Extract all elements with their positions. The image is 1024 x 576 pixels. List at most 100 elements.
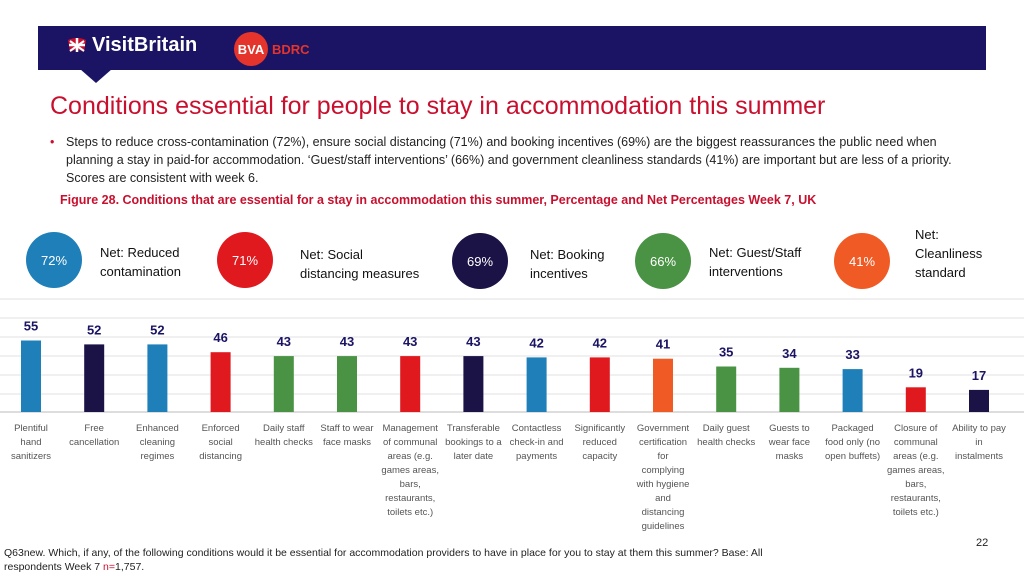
footnote-n-value: 1,757. [115,561,145,573]
category-label: open buffets) [825,451,880,462]
category-label: toilets etc.) [387,507,433,518]
category-label: wear face [768,437,810,448]
category-label: distancing [199,451,242,462]
net-label-line: Net: Social [300,247,363,262]
category-label: Free [84,423,104,434]
bar [84,344,105,412]
category-label: complying [642,465,685,476]
category-label: Staff to wear [320,423,373,434]
net-label-line: Net: Booking [530,247,605,262]
category-label: Contactless [512,423,562,434]
category-label: areas (e.g. [387,451,432,462]
category-label: cancellation [69,437,119,448]
category-label: face masks [323,437,371,448]
figure-caption: Figure 28. Conditions that are essential… [60,193,817,207]
visitbritain-wordmark: VisitBritain [92,34,198,56]
data-label: 17 [972,368,986,383]
category-label: toilets etc.) [893,507,939,518]
category-label: Significantly [574,423,625,434]
category-label: later date [454,451,494,462]
category-label: Daily guest [703,423,750,434]
data-label: 35 [719,345,733,360]
net-label-social-distancing: Net: Social distancing measures [300,245,419,283]
net-label-line: Net: [915,227,939,242]
bar [463,356,484,412]
category-label: for [657,451,668,462]
net-circle-guest-staff-interventions: 66% [635,233,691,289]
category-label: in [975,437,982,448]
category-label: Daily staff [263,423,305,434]
category-label: Guests to [769,423,810,434]
net-label-line: incentives [530,266,588,281]
net-label-reduced-contamination: Net: Reduced contamination [100,243,181,281]
bar [779,367,800,412]
category-label: regimes [141,451,175,462]
bar [716,366,737,412]
category-label: restaurants, [385,493,435,504]
net-label-booking-incentives: Net: Booking incentives [530,245,604,283]
bar [147,344,168,412]
data-label: 43 [277,334,291,349]
category-label: hand [20,437,41,448]
net-label-line: Net: Reduced [100,245,180,260]
category-label: health checks [697,437,755,448]
bdrc-wordmark: BDRC [272,41,310,57]
category-label: of communal [383,437,437,448]
category-label: Packaged [831,423,873,434]
union-flag-icon [68,37,86,52]
category-label: games areas, [887,465,945,476]
category-label: Government [637,423,690,434]
bullet-marker: • [50,135,55,149]
category-label: reduced [583,437,617,448]
category-label: Closure of [894,423,938,434]
category-label: sanitizers [11,451,51,462]
data-label: 19 [909,365,923,380]
net-label-line: distancing measures [300,266,420,281]
category-label: guidelines [642,521,685,532]
data-label: 52 [150,322,164,337]
data-label: 42 [529,335,543,350]
category-label: certification [639,437,687,448]
category-label: communal [894,437,938,448]
data-label: 43 [403,334,417,349]
category-label: Transferable [447,423,500,434]
net-label-line: standard [915,265,966,280]
category-label: Ability to pay [952,423,1006,434]
category-label: bars, [905,479,926,490]
data-label: 43 [466,334,480,349]
net-label-guest-staff-interventions: Net: Guest/Staff interventions [709,243,801,281]
header-notch [80,69,112,83]
bar [526,357,547,412]
net-label-line: contamination [100,264,181,279]
visitbritain-logo: VisitBritain [66,34,197,57]
header-bar [38,26,986,70]
bva-bdrc-logo: BVA BDRC [234,32,310,66]
data-label: 41 [656,337,670,352]
net-label-line: Net: Guest/Staff [709,245,802,260]
bar [905,387,926,412]
data-label: 52 [87,322,101,337]
category-label: Management [382,423,438,434]
footnote-text: Q63new. Which, if any, of the following … [4,547,763,573]
bar-chart: 55 Plentiful hand sanitizers 52 Free cancellat… [0,298,1024,532]
category-label: food only (no [825,437,880,448]
category-label: distancing [642,507,685,518]
bar [400,356,421,412]
bva-badge: BVA [234,32,268,66]
data-label: 33 [845,347,859,362]
summary-text: Steps to reduce cross-contamination (72%… [66,135,952,185]
page-title: Conditions essential for people to stay … [50,92,826,120]
category-label: areas (e.g. [893,451,938,462]
category-label: Enhanced [136,423,179,434]
bar [842,369,863,412]
category-label: bars, [400,479,421,490]
bar [589,357,610,412]
category-label: cleaning [140,437,175,448]
category-label: social [208,437,232,448]
data-label: 55 [24,319,38,334]
category-label: with hygiene [636,479,690,490]
category-label: restaurants, [891,493,941,504]
footnote: Q63new. Which, if any, of the following … [4,546,764,574]
footnote-n-label: n= [103,561,116,573]
net-circle-cleanliness-standard: 41% [834,233,890,289]
